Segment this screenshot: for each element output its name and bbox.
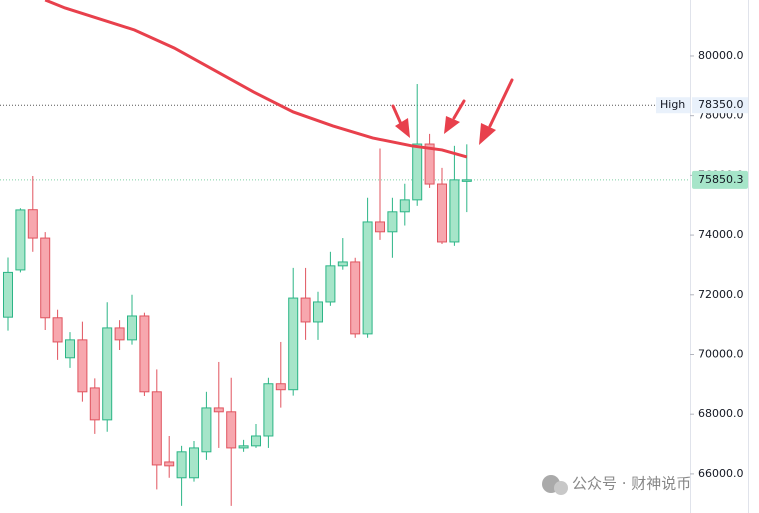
moving-average — [44, 0, 468, 159]
y-tick-label: 68000.0 — [698, 407, 744, 420]
candle-body — [102, 327, 113, 421]
high-label: High — [660, 98, 685, 111]
y-tick-label: 70000.0 — [698, 347, 744, 360]
candle-body — [387, 211, 398, 233]
candle-body — [3, 271, 13, 318]
plot: 66000.068000.070000.072000.074000.076000… — [0, 0, 748, 506]
high-value-bg — [692, 97, 748, 114]
candle-body — [40, 237, 51, 319]
candle-body — [52, 317, 63, 343]
watermark: 公众号 · 财神说币 — [572, 475, 691, 493]
y-tick-label: 80000.0 — [698, 49, 744, 62]
price-value: 75850.3 — [698, 173, 744, 186]
candle-body — [412, 143, 423, 201]
candle-body — [238, 445, 249, 449]
candle-body — [201, 407, 212, 453]
candle-body — [15, 209, 26, 271]
candle-body — [325, 265, 336, 303]
candle-body — [424, 143, 435, 185]
candle-body — [275, 383, 286, 391]
candle-body — [337, 261, 348, 267]
candle-body — [27, 209, 38, 239]
candle-body — [139, 315, 150, 393]
high-value: 78350.0 — [698, 98, 744, 111]
y-tick-label: 66000.0 — [698, 467, 744, 480]
candle-body — [362, 221, 373, 335]
candle-body — [226, 411, 237, 449]
candle-body — [375, 221, 385, 233]
candle-body — [263, 383, 274, 437]
candle-body — [437, 183, 447, 243]
candle-body — [65, 339, 75, 359]
watermark-icon — [542, 475, 568, 495]
candle-body — [251, 435, 261, 447]
y-tick-label: 72000.0 — [698, 288, 744, 301]
candle-body — [176, 451, 187, 479]
candle-body — [151, 391, 162, 466]
candle-body — [350, 261, 361, 335]
candle-body — [189, 447, 199, 479]
candle-body — [399, 199, 410, 213]
candle-body — [300, 297, 311, 323]
y-tick-label: 74000.0 — [698, 228, 744, 241]
candle-body — [313, 301, 323, 323]
candle-body — [77, 339, 88, 393]
candle-body — [288, 297, 299, 391]
candle-body — [164, 461, 175, 467]
arrows — [391, 78, 514, 145]
candle-body — [449, 179, 460, 243]
candle-body — [89, 387, 100, 421]
high-label-bg — [656, 97, 690, 114]
price-value-bg — [692, 170, 748, 189]
candle-body — [213, 407, 224, 413]
candle-body — [127, 315, 137, 341]
candle-body — [114, 327, 125, 341]
candle-body — [461, 179, 472, 182]
